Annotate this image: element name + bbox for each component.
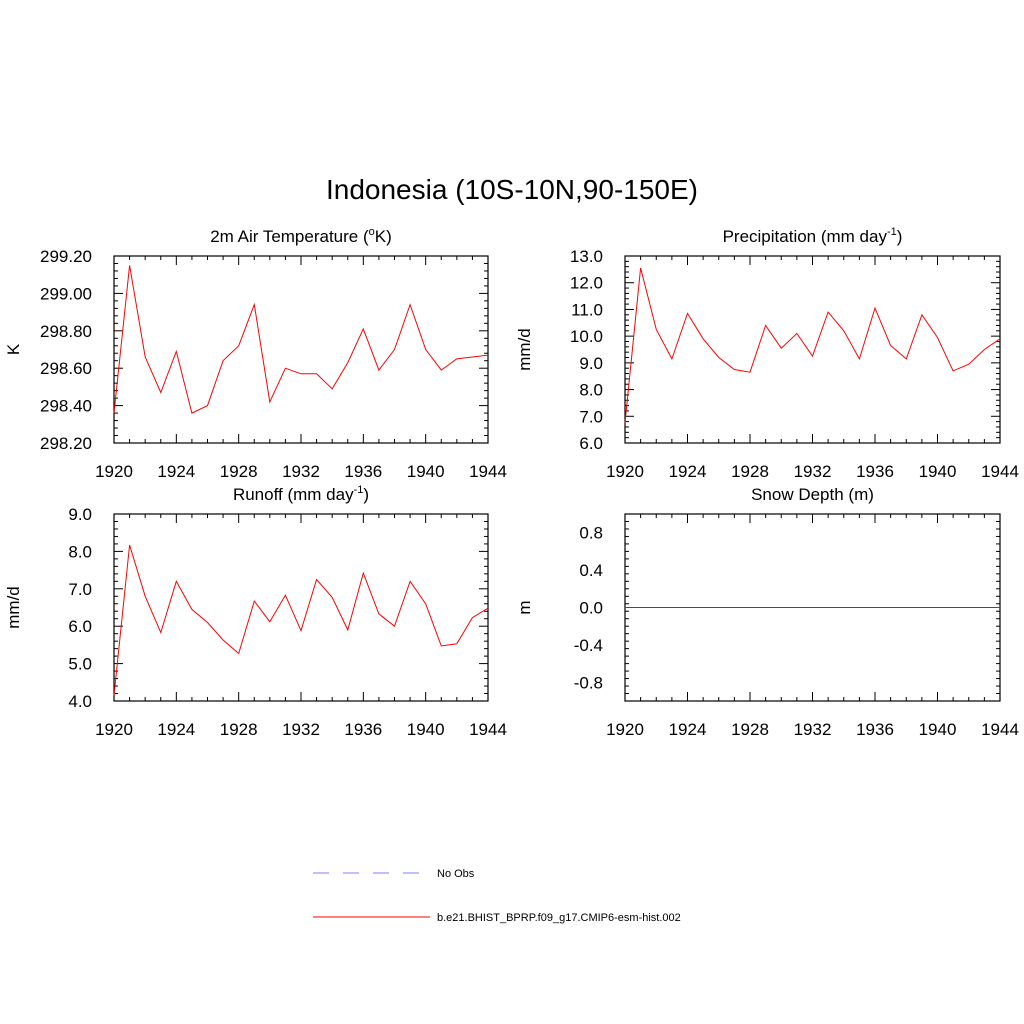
x-tick-label: 1920 [606, 462, 644, 481]
x-tick-label: 1944 [469, 462, 507, 481]
legend: No Obs b.e21.BHIST_BPRP.f09_g17.CMIP6-es… [313, 868, 681, 924]
x-tick-label: 1928 [220, 720, 258, 739]
y-tick-label: 6.0 [68, 617, 92, 636]
panel-snow-depth: 1920 1924 1928 1932 1936 1940 1944 -0.8 -0.4 0.0 0… [515, 485, 1019, 739]
panel-runoff: 1920 1924 1928 1932 1936 1940 1944 4.0 5.0 6.0 7.0… [4, 484, 507, 739]
y-axis-label: mm/d [4, 586, 23, 629]
panel-title: Precipitation (mm day-1) [723, 226, 903, 246]
y-tick-label: -0.4 [574, 636, 603, 655]
y-tick-label: 5.0 [68, 655, 92, 674]
x-tick-label: 1940 [919, 462, 957, 481]
panel-title-part: 2m Air Temperature ( [210, 227, 369, 246]
x-tick-label: 1920 [95, 462, 133, 481]
x-tick-label: 1936 [856, 720, 894, 739]
y-tick-label: 298.60 [40, 359, 92, 378]
x-tick-label: 1928 [220, 462, 258, 481]
y-tick-label: 298.80 [40, 322, 92, 341]
y-tick-label: 9.0 [68, 505, 92, 524]
y-tick-label: 9.0 [579, 354, 603, 373]
y-tick-label: 6.0 [579, 434, 603, 453]
x-tick-label: 1940 [919, 720, 957, 739]
panel-title-part: ) [363, 485, 369, 504]
panel-title: 2m Air Temperature (oK) [210, 226, 392, 246]
x-tick-label: 1936 [344, 462, 382, 481]
y-axis-label: m [515, 600, 534, 614]
x-tick-label: 1924 [669, 462, 707, 481]
panel-title-part: -1 [887, 226, 897, 238]
legend-label-model: b.e21.BHIST_BPRP.f09_g17.CMIP6-esm-hist.… [437, 912, 681, 924]
plot-frame [624, 255, 1001, 444]
y-tick-label: 0.8 [579, 524, 603, 543]
y-tick-label: 4.0 [68, 692, 92, 711]
y-tick-label: 13.0 [570, 247, 603, 266]
panel-title-part: Runoff (mm day [233, 485, 354, 504]
panel-title: Snow Depth (m) [751, 485, 874, 504]
panel-title: Runoff (mm day-1) [233, 484, 369, 504]
x-tick-label: 1920 [606, 720, 644, 739]
legend-label-no-obs: No Obs [437, 868, 475, 880]
panel-air-temperature: 1920 1924 1928 1932 1936 1940 1944 298.20 298.40… [4, 226, 507, 481]
series-line [624, 267, 1001, 424]
y-tick-label: 7.0 [68, 580, 92, 599]
x-tick-label: 1924 [669, 720, 707, 739]
x-tick-label: 1928 [731, 720, 769, 739]
x-tick-label: 1936 [856, 462, 894, 481]
x-tick-label: 1944 [469, 720, 507, 739]
x-tick-label: 1944 [981, 462, 1019, 481]
y-tick-label: 12.0 [570, 274, 603, 293]
y-axis-label: K [4, 343, 23, 355]
plot-frame [113, 513, 489, 702]
panel-title-part: Snow Depth (m) [751, 485, 874, 504]
y-axis-label: mm/d [515, 328, 534, 371]
plot-frame [113, 255, 489, 444]
panel-precipitation: 1920 1924 1928 1932 1936 1940 1944 6.0 7.0 8.0 9.0… [515, 226, 1019, 481]
y-tick-label: 8.0 [68, 542, 92, 561]
x-tick-label: 1932 [282, 462, 320, 481]
panel-title-part: K) [375, 227, 392, 246]
figure-title: Indonesia (10S-10N,90-150E) [325, 174, 698, 205]
y-tick-label: 11.0 [571, 300, 603, 319]
panel-title-part: ) [897, 227, 903, 246]
y-tick-label: 0.0 [579, 599, 603, 618]
x-tick-label: 1924 [157, 462, 195, 481]
y-tick-label: 0.4 [579, 561, 603, 580]
y-tick-label: 298.20 [40, 434, 92, 453]
x-tick-label: 1940 [407, 720, 445, 739]
y-tick-label: 298.40 [40, 397, 92, 416]
series-line [113, 265, 489, 414]
panel-title-part: Precipitation (mm day [723, 227, 888, 246]
y-tick-label: 299.00 [40, 284, 92, 303]
series-line [113, 544, 489, 696]
y-tick-label: 299.20 [40, 247, 92, 266]
panel-title-part: -1 [354, 484, 364, 496]
x-tick-label: 1932 [794, 462, 832, 481]
y-tick-label: 7.0 [579, 407, 603, 426]
y-tick-label: 8.0 [579, 381, 603, 400]
x-tick-label: 1924 [157, 720, 195, 739]
x-tick-label: 1936 [344, 720, 382, 739]
x-tick-label: 1944 [981, 720, 1019, 739]
y-tick-label: 10.0 [570, 327, 603, 346]
panel-title-part: o [369, 226, 375, 238]
x-tick-label: 1932 [794, 720, 832, 739]
y-tick-label: -0.8 [574, 673, 603, 692]
x-tick-label: 1940 [407, 462, 445, 481]
x-tick-label: 1932 [282, 720, 320, 739]
x-tick-label: 1928 [731, 462, 769, 481]
x-tick-label: 1920 [95, 720, 133, 739]
